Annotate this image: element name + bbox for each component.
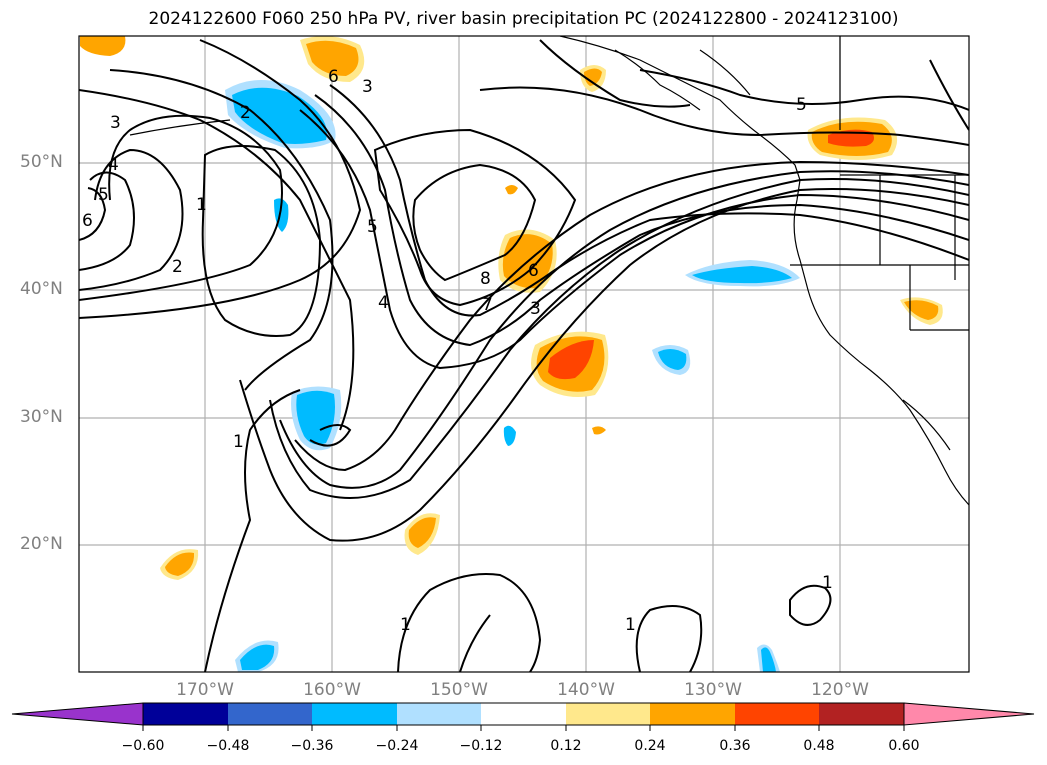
contour-label: 1 (822, 573, 833, 593)
contour-label: 7 (482, 295, 493, 315)
precip-shading (80, 36, 943, 672)
colorbar-tick-label: −0.48 (206, 738, 250, 754)
colorbar-tick-label: 0.24 (634, 738, 666, 754)
contour-label: 1 (625, 615, 636, 635)
colorbar-tick-label: 0.36 (719, 738, 751, 754)
colorbar-tick-label: −0.36 (290, 738, 334, 754)
lat-label: 20°N (20, 534, 63, 554)
colorbar-tick-label: 0.48 (803, 738, 835, 754)
contour-label: 6 (528, 261, 539, 281)
contour-labels: 3 4 5 6 1 2 5 4 8 7 6 3 1 1 1 1 5 2 3 6 (82, 67, 833, 635)
contour-label: 4 (108, 155, 119, 175)
colorbar-segment (143, 703, 228, 725)
precip-positive-far-west (160, 549, 199, 580)
colorbar-segment (650, 703, 735, 725)
colorbar-tick-label: −0.60 (121, 738, 165, 754)
precip-negative-bottom-right (757, 644, 780, 672)
precip-positive-corner (80, 36, 126, 56)
colorbar-segment (566, 703, 650, 725)
precip-positive-california (900, 297, 943, 325)
contour-label: 6 (82, 211, 93, 231)
lat-label: 40°N (20, 279, 63, 299)
lon-label: 170°W (176, 680, 234, 700)
map-frame (78, 35, 970, 673)
colorbar-extend-high (903, 702, 1035, 726)
map-title: 2024122600 F060 250 hPa PV, river basin … (148, 9, 899, 29)
precip-positive-tiny-b (592, 426, 606, 435)
colorbar-segment (397, 703, 481, 725)
colorbar (11, 702, 1035, 731)
precip-positive-south (531, 331, 609, 398)
precip-positive-bc (807, 117, 898, 160)
colorbar-tick-label: 0.12 (550, 738, 582, 754)
precip-positive-alaska (300, 36, 365, 82)
contour-label: 5 (98, 185, 109, 205)
contour-label: 3 (362, 77, 373, 97)
colorbar-segment (819, 703, 904, 725)
colorbar-segment (735, 703, 819, 725)
precip-negative-aleutian (225, 80, 336, 149)
lon-label: 160°W (303, 680, 361, 700)
contour-label: 1 (400, 615, 411, 635)
colorbar-segment (312, 703, 397, 725)
lon-label: 130°W (684, 680, 742, 700)
contour-label: 4 (378, 293, 389, 313)
lat-label: 50°N (20, 152, 63, 172)
lon-label: 150°W (430, 680, 488, 700)
precip-negative-mid (652, 345, 691, 375)
contour-label: 1 (196, 195, 207, 215)
precip-negative-bottom-left (235, 640, 279, 672)
contour-label: 5 (367, 217, 378, 237)
lon-label: 140°W (557, 680, 615, 700)
precip-negative-tiny (503, 425, 516, 446)
contour-label: 1 (233, 432, 244, 452)
precip-positive-tiny (505, 185, 518, 195)
colorbar-tick-label: −0.24 (375, 738, 419, 754)
contour-label: 2 (172, 257, 183, 277)
colorbar-tick-label: 0.60 (888, 738, 920, 754)
precip-negative-east (685, 260, 800, 287)
lat-label: 30°N (20, 407, 63, 427)
precip-positive-hawaii (404, 513, 440, 555)
contour-label: 6 (328, 67, 339, 87)
lon-label: 120°W (811, 680, 869, 700)
precip-negative-west (291, 386, 342, 451)
pv-contours (79, 39, 969, 672)
contour-label: 8 (480, 269, 491, 289)
contour-label: 2 (240, 103, 251, 123)
colorbar-segment (228, 703, 312, 725)
colorbar-extend-low (11, 702, 144, 726)
contour-label: 5 (796, 95, 807, 115)
colorbar-tick-label: −0.12 (459, 738, 503, 754)
contour-label: 3 (110, 113, 121, 133)
colorbar-segment (481, 703, 566, 725)
contour-label: 3 (530, 299, 541, 319)
